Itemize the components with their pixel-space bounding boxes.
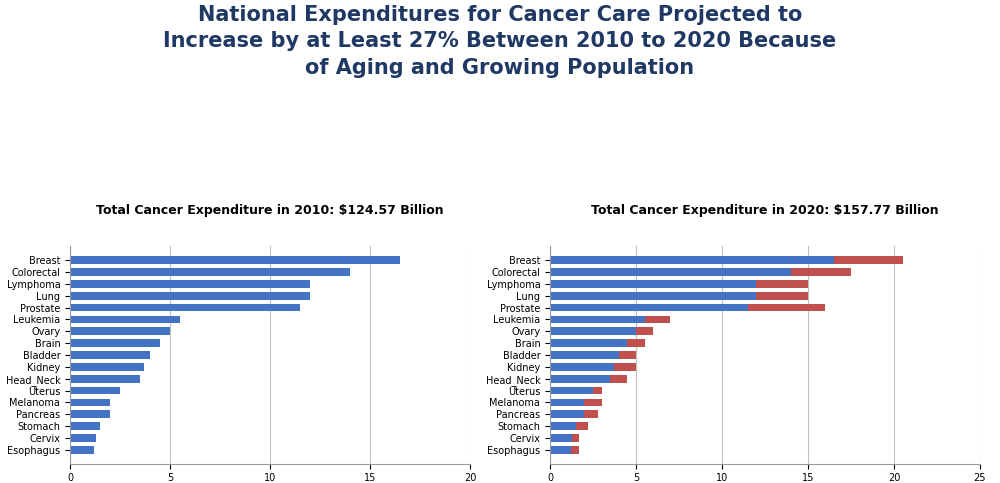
Bar [584,411,598,418]
Bar [70,256,400,264]
Bar [550,315,645,323]
Bar [550,398,584,406]
Bar [550,256,834,264]
Bar [70,280,310,288]
Text: Total Cancer Expenditure in 2020: $157.77 Billion: Total Cancer Expenditure in 2020: $157.7… [591,204,939,217]
Bar [756,292,808,299]
Bar [550,339,627,347]
Bar [550,268,791,276]
Text: Total Cancer Expenditure in 2010: $124.57 Billion: Total Cancer Expenditure in 2010: $124.5… [96,204,444,217]
Bar [70,375,140,383]
Bar [610,375,627,383]
Bar [70,292,310,299]
Bar [572,434,579,442]
Bar [70,398,110,406]
Bar [70,411,110,418]
Bar [614,363,636,371]
Bar [576,422,588,430]
Bar [756,280,808,288]
Bar [636,327,653,335]
Bar [550,411,584,418]
Bar [550,375,610,383]
Bar [571,446,579,454]
Bar [627,339,645,347]
Bar [70,304,300,312]
Bar [593,387,602,395]
Bar [834,256,903,264]
Bar [584,398,602,406]
Text: National Expenditures for Cancer Care Projected to
Increase by at Least 27% Betw: National Expenditures for Cancer Care Pr… [163,5,837,78]
Bar [550,292,756,299]
Bar [791,268,851,276]
Bar [70,327,170,335]
Bar [550,280,756,288]
Bar [70,446,94,454]
Bar [550,327,636,335]
Bar [70,422,100,430]
Bar [550,387,593,395]
Bar [550,446,571,454]
Bar [619,351,636,359]
Bar [550,422,576,430]
Bar [550,434,572,442]
Bar [70,315,180,323]
Bar [550,351,619,359]
Bar [70,387,120,395]
Bar [550,363,614,371]
Bar [70,339,160,347]
Bar [748,304,825,312]
Bar [70,268,350,276]
Bar [70,434,96,442]
Bar [70,351,150,359]
Bar [550,304,748,312]
Bar [645,315,670,323]
Bar [70,363,144,371]
